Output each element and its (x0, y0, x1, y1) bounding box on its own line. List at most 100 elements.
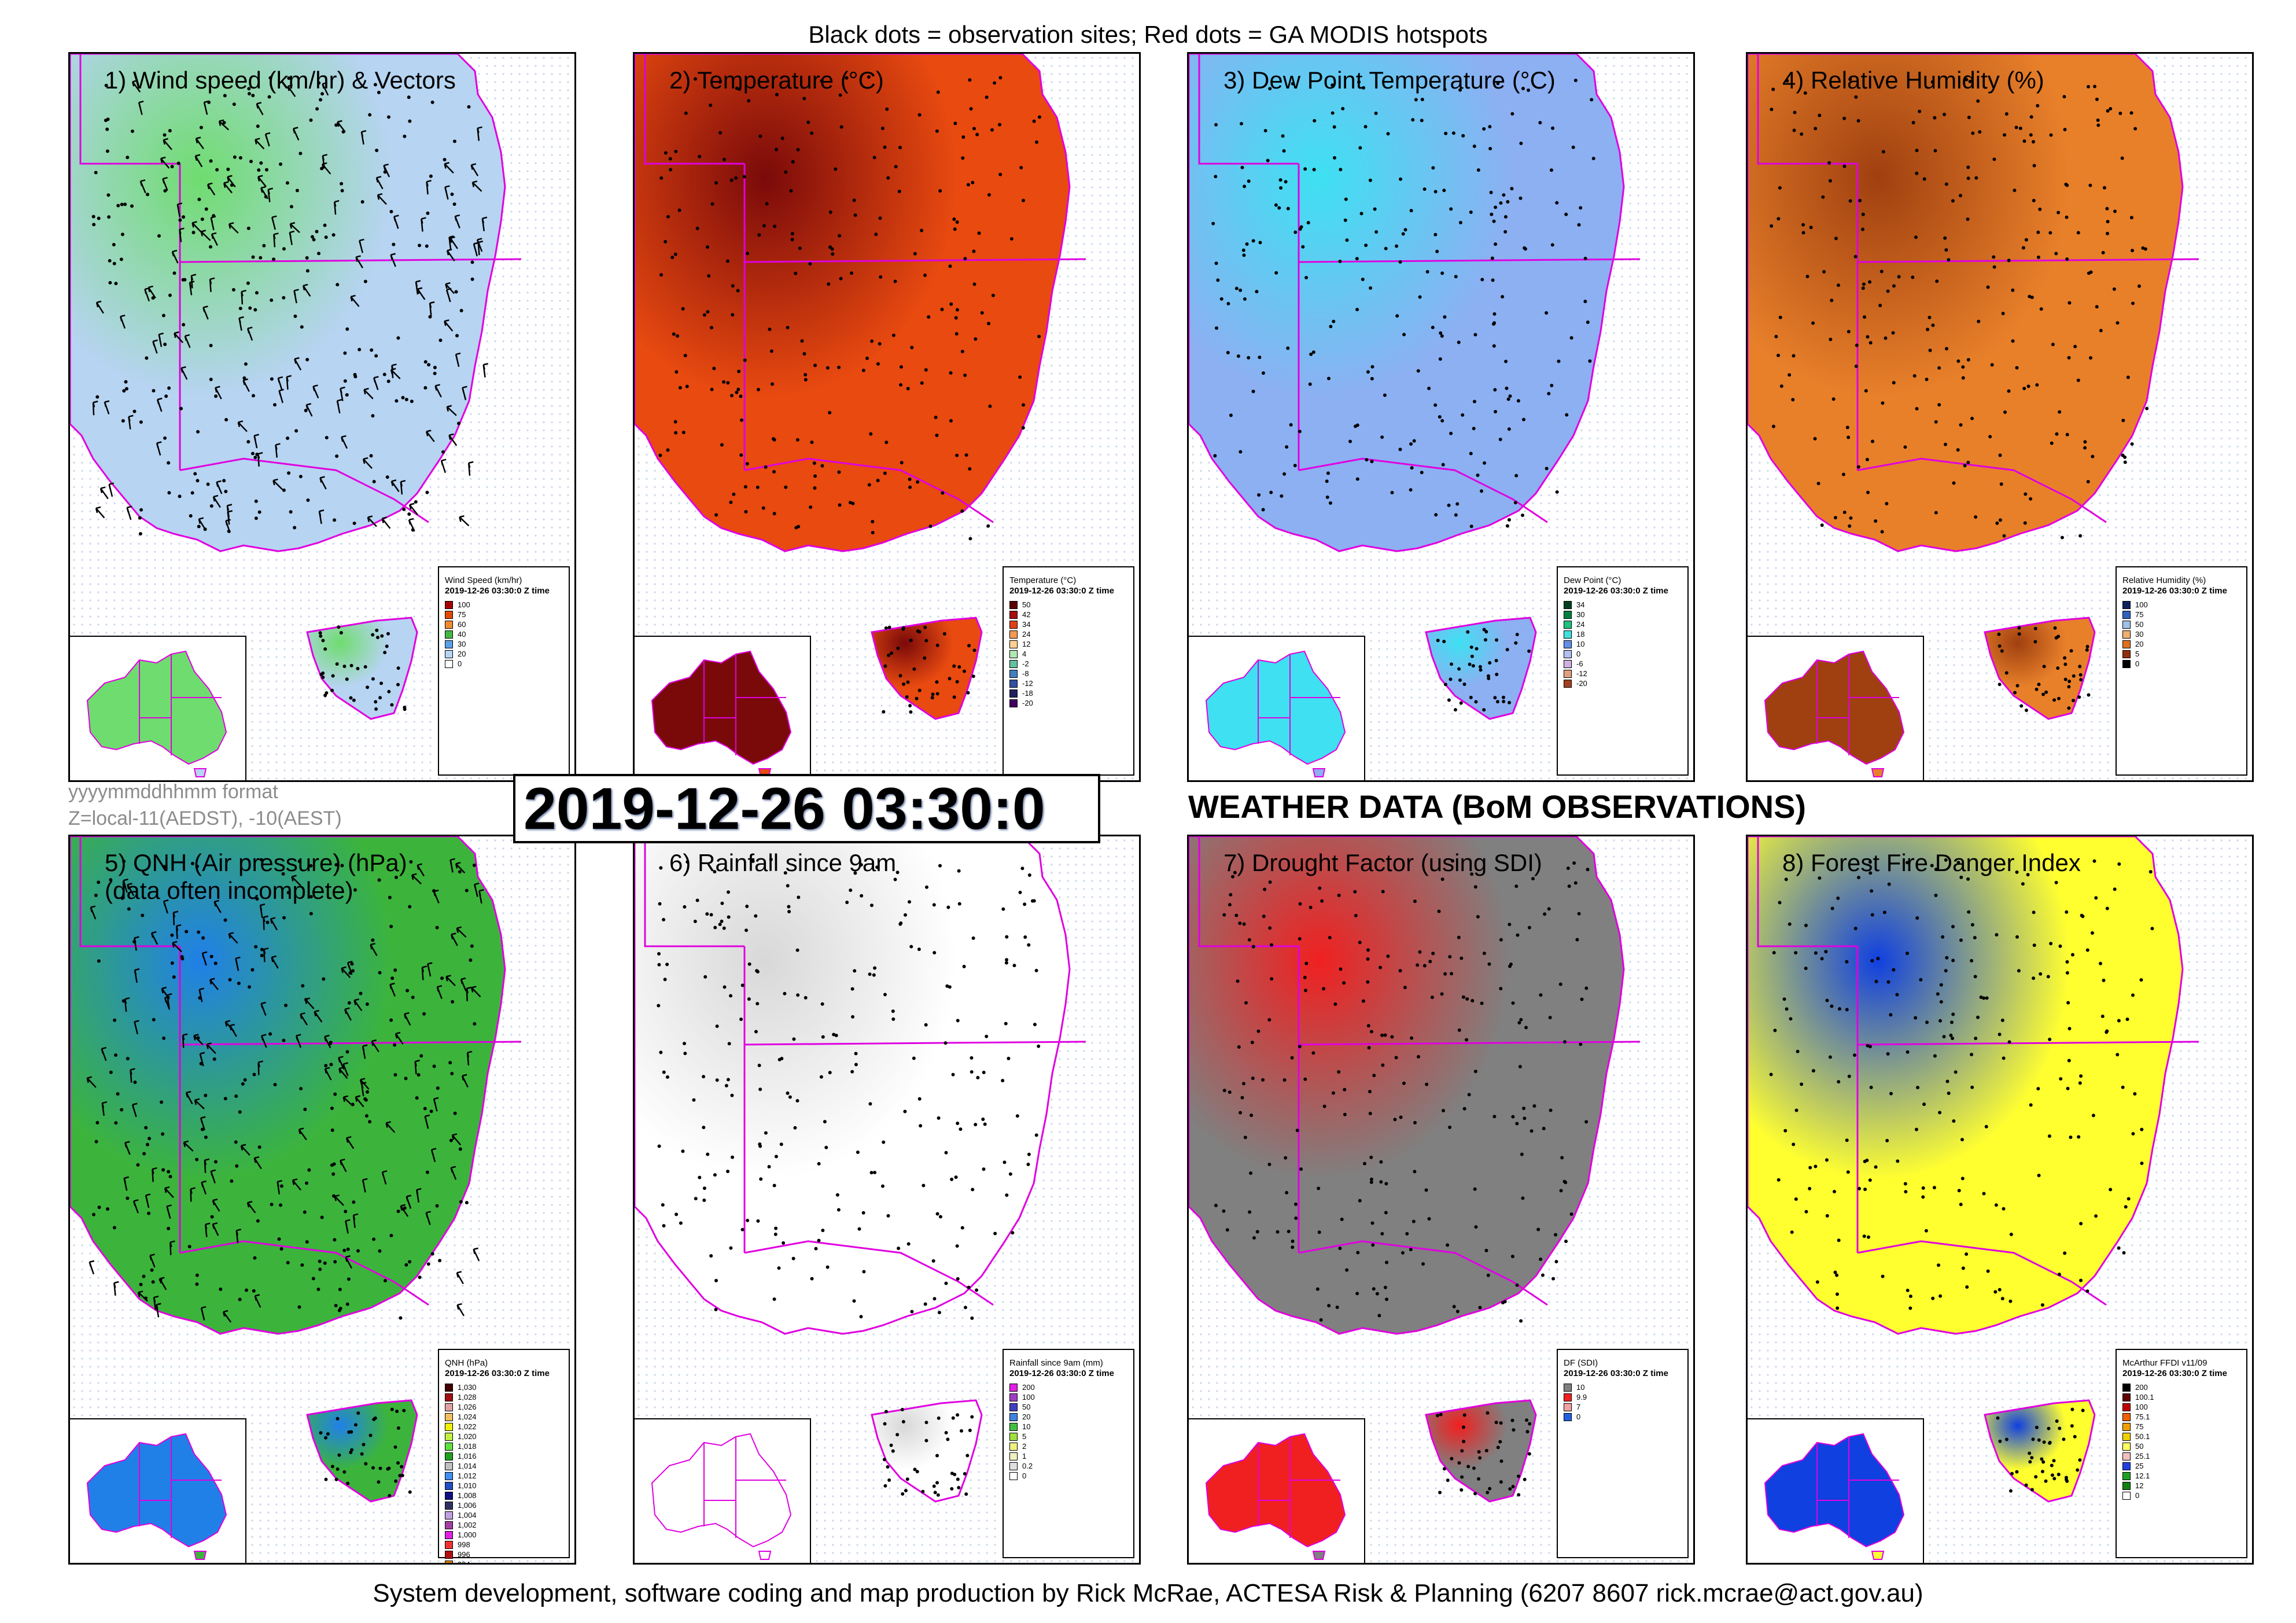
legend-item: 50 (1009, 1402, 1127, 1412)
legend-label: 1,006 (458, 1500, 477, 1510)
legend-label: -18 (1022, 688, 1033, 698)
legend-item: 1,016 (445, 1451, 563, 1461)
legend-item: 1,006 (445, 1500, 563, 1510)
map-legend: QNH (hPa) 2019-12-26 03:30:0 Z time 1,030 1… (438, 1349, 570, 1563)
legend-item: 60 (445, 619, 563, 629)
legend-swatch (1564, 620, 1572, 629)
legend-swatch (1009, 1393, 1018, 1401)
legend-swatch (445, 1442, 453, 1451)
legend-item: 24 (1009, 629, 1127, 639)
legend-label: 1 (1022, 1451, 1027, 1460)
legend-label: 50.1 (2135, 1432, 2150, 1441)
legend-swatch (1009, 699, 1018, 707)
legend-swatch (1564, 1383, 1572, 1392)
legend-item: 75.1 (2122, 1412, 2240, 1422)
legend-label: 1,016 (458, 1451, 477, 1460)
legend-swatch (445, 1550, 453, 1559)
legend-date: 2019-12-26 03:30:0 Z time (2122, 586, 2227, 596)
legend-label: 50 (2135, 1441, 2144, 1451)
tasmania (871, 617, 983, 720)
legend-item: 0 (1564, 1412, 1682, 1422)
legend-date: 2019-12-26 03:30:0 Z time (1564, 586, 1668, 596)
legend-swatch (1564, 610, 1572, 619)
legend-item: 100 (2122, 600, 2240, 610)
legend-label: 1,030 (458, 1382, 477, 1392)
legend-item: 10 (1564, 639, 1682, 649)
legend-label: 20 (1022, 1412, 1031, 1421)
legend-swatch (445, 659, 453, 668)
observation-sites (1769, 858, 2154, 1493)
legend-title: Relative Humidity (%) (2122, 576, 2206, 585)
legend-item: 75 (2122, 1422, 2240, 1432)
legend-label: 0 (2135, 1491, 2140, 1500)
legend-item: 1,020 (445, 1432, 563, 1441)
legend-label: 12.1 (2135, 1471, 2150, 1480)
panel-title: 5) QNH (Air pressure) (hPa) (105, 849, 407, 876)
legend-item: 5 (2122, 649, 2240, 659)
legend-item: 9.9 (1564, 1392, 1682, 1402)
legend-date: 2019-12-26 03:30:0 Z time (1009, 586, 1114, 596)
legend-swatch (2122, 1432, 2131, 1441)
legend-item: 12.1 (2122, 1471, 2240, 1481)
map-qnh (70, 836, 522, 1503)
legend-label: 9.9 (1576, 1392, 1587, 1401)
legend-swatch (445, 1491, 453, 1500)
legend-item: 100 (2122, 1402, 2240, 1412)
mainland (70, 54, 506, 552)
legend-swatch (2122, 650, 2131, 658)
legend-title: Rainfall since 9am (mm) (1009, 1358, 1103, 1368)
panel-title: 8) Forest Fire Danger Index (1782, 849, 2081, 876)
legend-item: 0 (1564, 649, 1682, 659)
legend-swatch (2122, 1491, 2131, 1500)
panel-title: 3) Dew Point Temperature (°C) (1223, 67, 1556, 94)
observation-sites (92, 858, 477, 1497)
legend-swatch (1564, 630, 1572, 639)
legend-item: 1,030 (445, 1382, 563, 1392)
legend-label: -12 (1022, 678, 1033, 688)
legend-label: 10 (1576, 639, 1585, 648)
legend-item: 1,010 (445, 1481, 563, 1491)
legend-label: 100.1 (2135, 1392, 2154, 1401)
legend-swatch (1009, 669, 1018, 678)
legend-item: 30 (445, 639, 563, 649)
tasmania (1984, 617, 2096, 720)
legend-label: 1,008 (458, 1491, 477, 1500)
legend-item: 200 (2122, 1382, 2240, 1392)
legend-item: -20 (1564, 678, 1682, 688)
legend-label: 1,022 (458, 1422, 477, 1431)
legend-item: 1,002 (445, 1520, 563, 1530)
panel-qnh: 5) QNH (Air pressure) (hPa) (data often i… (68, 835, 576, 1565)
legend-label: 1,014 (458, 1461, 477, 1470)
legend-swatch (1009, 600, 1018, 609)
legend-item: 50 (2122, 1441, 2240, 1451)
legend-label: 30 (2135, 629, 2144, 639)
legend-item: 18 (1564, 629, 1682, 639)
legend-item: 50.1 (2122, 1432, 2240, 1441)
australia-inset-map (70, 1418, 246, 1563)
legend-label: 200 (1022, 1382, 1035, 1392)
legend-swatch (445, 1393, 453, 1401)
legend-label: 2 (1022, 1441, 1027, 1451)
legend-label: 1,020 (458, 1432, 477, 1441)
panel-dew-point: 3) Dew Point Temperature (°C) Dew Point (… (1187, 52, 1695, 782)
mainland (1189, 54, 1625, 552)
legend-swatch (2122, 600, 2131, 609)
legend-label: 24 (1576, 619, 1585, 629)
legend-swatch (1009, 1462, 1018, 1470)
legend-item: 4 (1009, 649, 1127, 659)
legend-item: 1,028 (445, 1392, 563, 1402)
legend-label: 20 (458, 649, 466, 658)
wind-vectors (86, 858, 484, 1323)
mainland (635, 836, 1071, 1335)
legend-date: 2019-12-26 03:30:0 Z time (2122, 1369, 2227, 1378)
legend-label: 34 (1576, 600, 1585, 609)
legend-item: 42 (1009, 610, 1127, 619)
map-rain (635, 836, 1086, 1503)
legend-item: 100 (1009, 1392, 1127, 1402)
legend-swatch (445, 1471, 453, 1480)
legend-label: 50 (2135, 619, 2144, 629)
observation-sites (658, 75, 1041, 714)
legend-label: 18 (1576, 629, 1585, 639)
australia-inset-map (70, 636, 246, 780)
legend-swatch (1009, 610, 1018, 619)
